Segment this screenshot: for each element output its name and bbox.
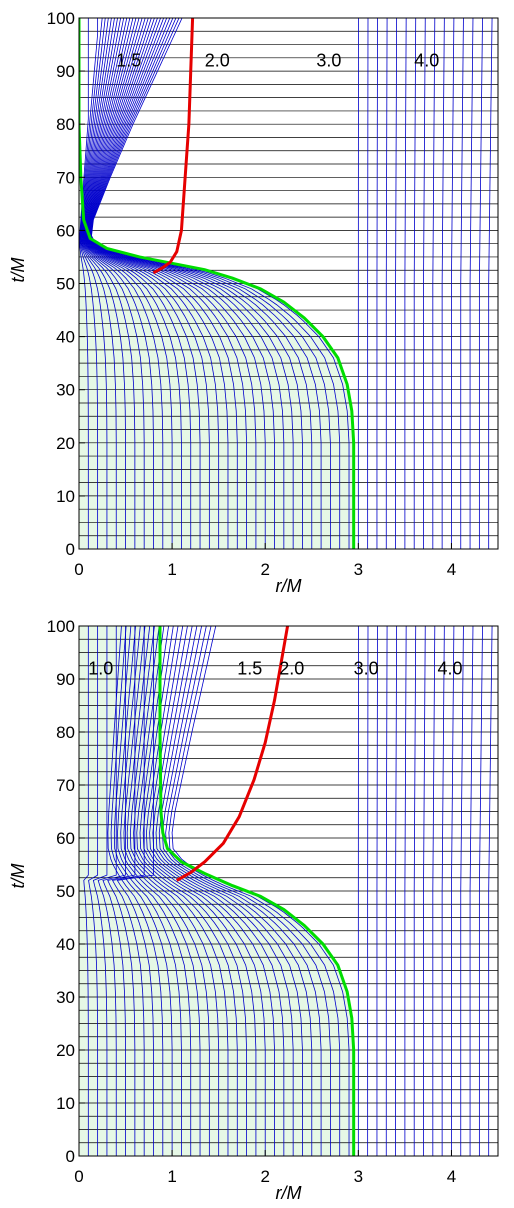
y-tick-label: 20	[56, 434, 75, 453]
y-tick-label: 60	[56, 829, 75, 848]
contour-label: 2.0	[279, 658, 304, 678]
y-tick-label: 40	[56, 935, 75, 954]
y-tick-label: 0	[66, 1147, 75, 1166]
x-tick-label: 0	[74, 1167, 83, 1186]
x-tick-label: 3	[354, 560, 363, 579]
y-tick-label: 10	[56, 487, 75, 506]
y-tick-label: 80	[56, 115, 75, 134]
contour-label: 3.0	[316, 50, 341, 70]
y-tick-label: 70	[56, 168, 75, 187]
y-tick-label: 20	[56, 1041, 75, 1060]
y-tick-label: 80	[56, 723, 75, 742]
x-axis-title: r/M	[276, 576, 302, 596]
y-tick-label: 40	[56, 328, 75, 347]
top-panel: 1.5 2.0 3.0 4.0 0 10 20 30 40 50 60 70 80 90 100 0 1 2 3 4 r…	[8, 9, 498, 596]
x-tick-label: 2	[260, 560, 269, 579]
y-tick-label: 70	[56, 776, 75, 795]
y-tick-label: 90	[56, 62, 75, 81]
x-tick-label: 1	[167, 1167, 176, 1186]
x-tick-label: 2	[260, 1167, 269, 1186]
y-tick-label: 50	[56, 882, 75, 901]
plot-area	[79, 18, 498, 549]
y-axis-title: t/M	[8, 863, 28, 888]
x-tick-label: 1	[167, 560, 176, 579]
y-tick-label: 0	[66, 540, 75, 559]
contour-label: 2.0	[205, 50, 230, 70]
y-tick-label: 100	[47, 9, 75, 28]
y-tick-label: 10	[56, 1094, 75, 1113]
x-tick-label: 0	[74, 560, 83, 579]
bottom-panel: 1.0 1.5 2.0 3.0 4.0 0 10 20 30 40 50 60 70 80 90 100 0 1 2…	[8, 617, 498, 1203]
contour-label: 3.0	[354, 658, 379, 678]
y-tick-label: 30	[56, 381, 75, 400]
plot-area	[79, 626, 498, 1156]
y-axis-title: t/M	[8, 257, 28, 282]
contour-label: 1.5	[237, 658, 262, 678]
contour-label: 1.5	[116, 50, 141, 70]
y-tick-label: 60	[56, 221, 75, 240]
y-tick-label: 30	[56, 988, 75, 1007]
y-tick-label: 100	[47, 617, 75, 636]
x-tick-label: 4	[447, 560, 456, 579]
y-tick-label: 90	[56, 670, 75, 689]
x-tick-label: 3	[354, 1167, 363, 1186]
contour-label: 4.0	[437, 658, 462, 678]
contour-label: 1.0	[88, 658, 113, 678]
x-axis-title: r/M	[276, 1183, 302, 1203]
trapped-surface-curve	[177, 626, 288, 880]
contour-label: 4.0	[414, 50, 439, 70]
y-tick-label: 50	[56, 275, 75, 294]
x-tick-label: 4	[447, 1167, 456, 1186]
